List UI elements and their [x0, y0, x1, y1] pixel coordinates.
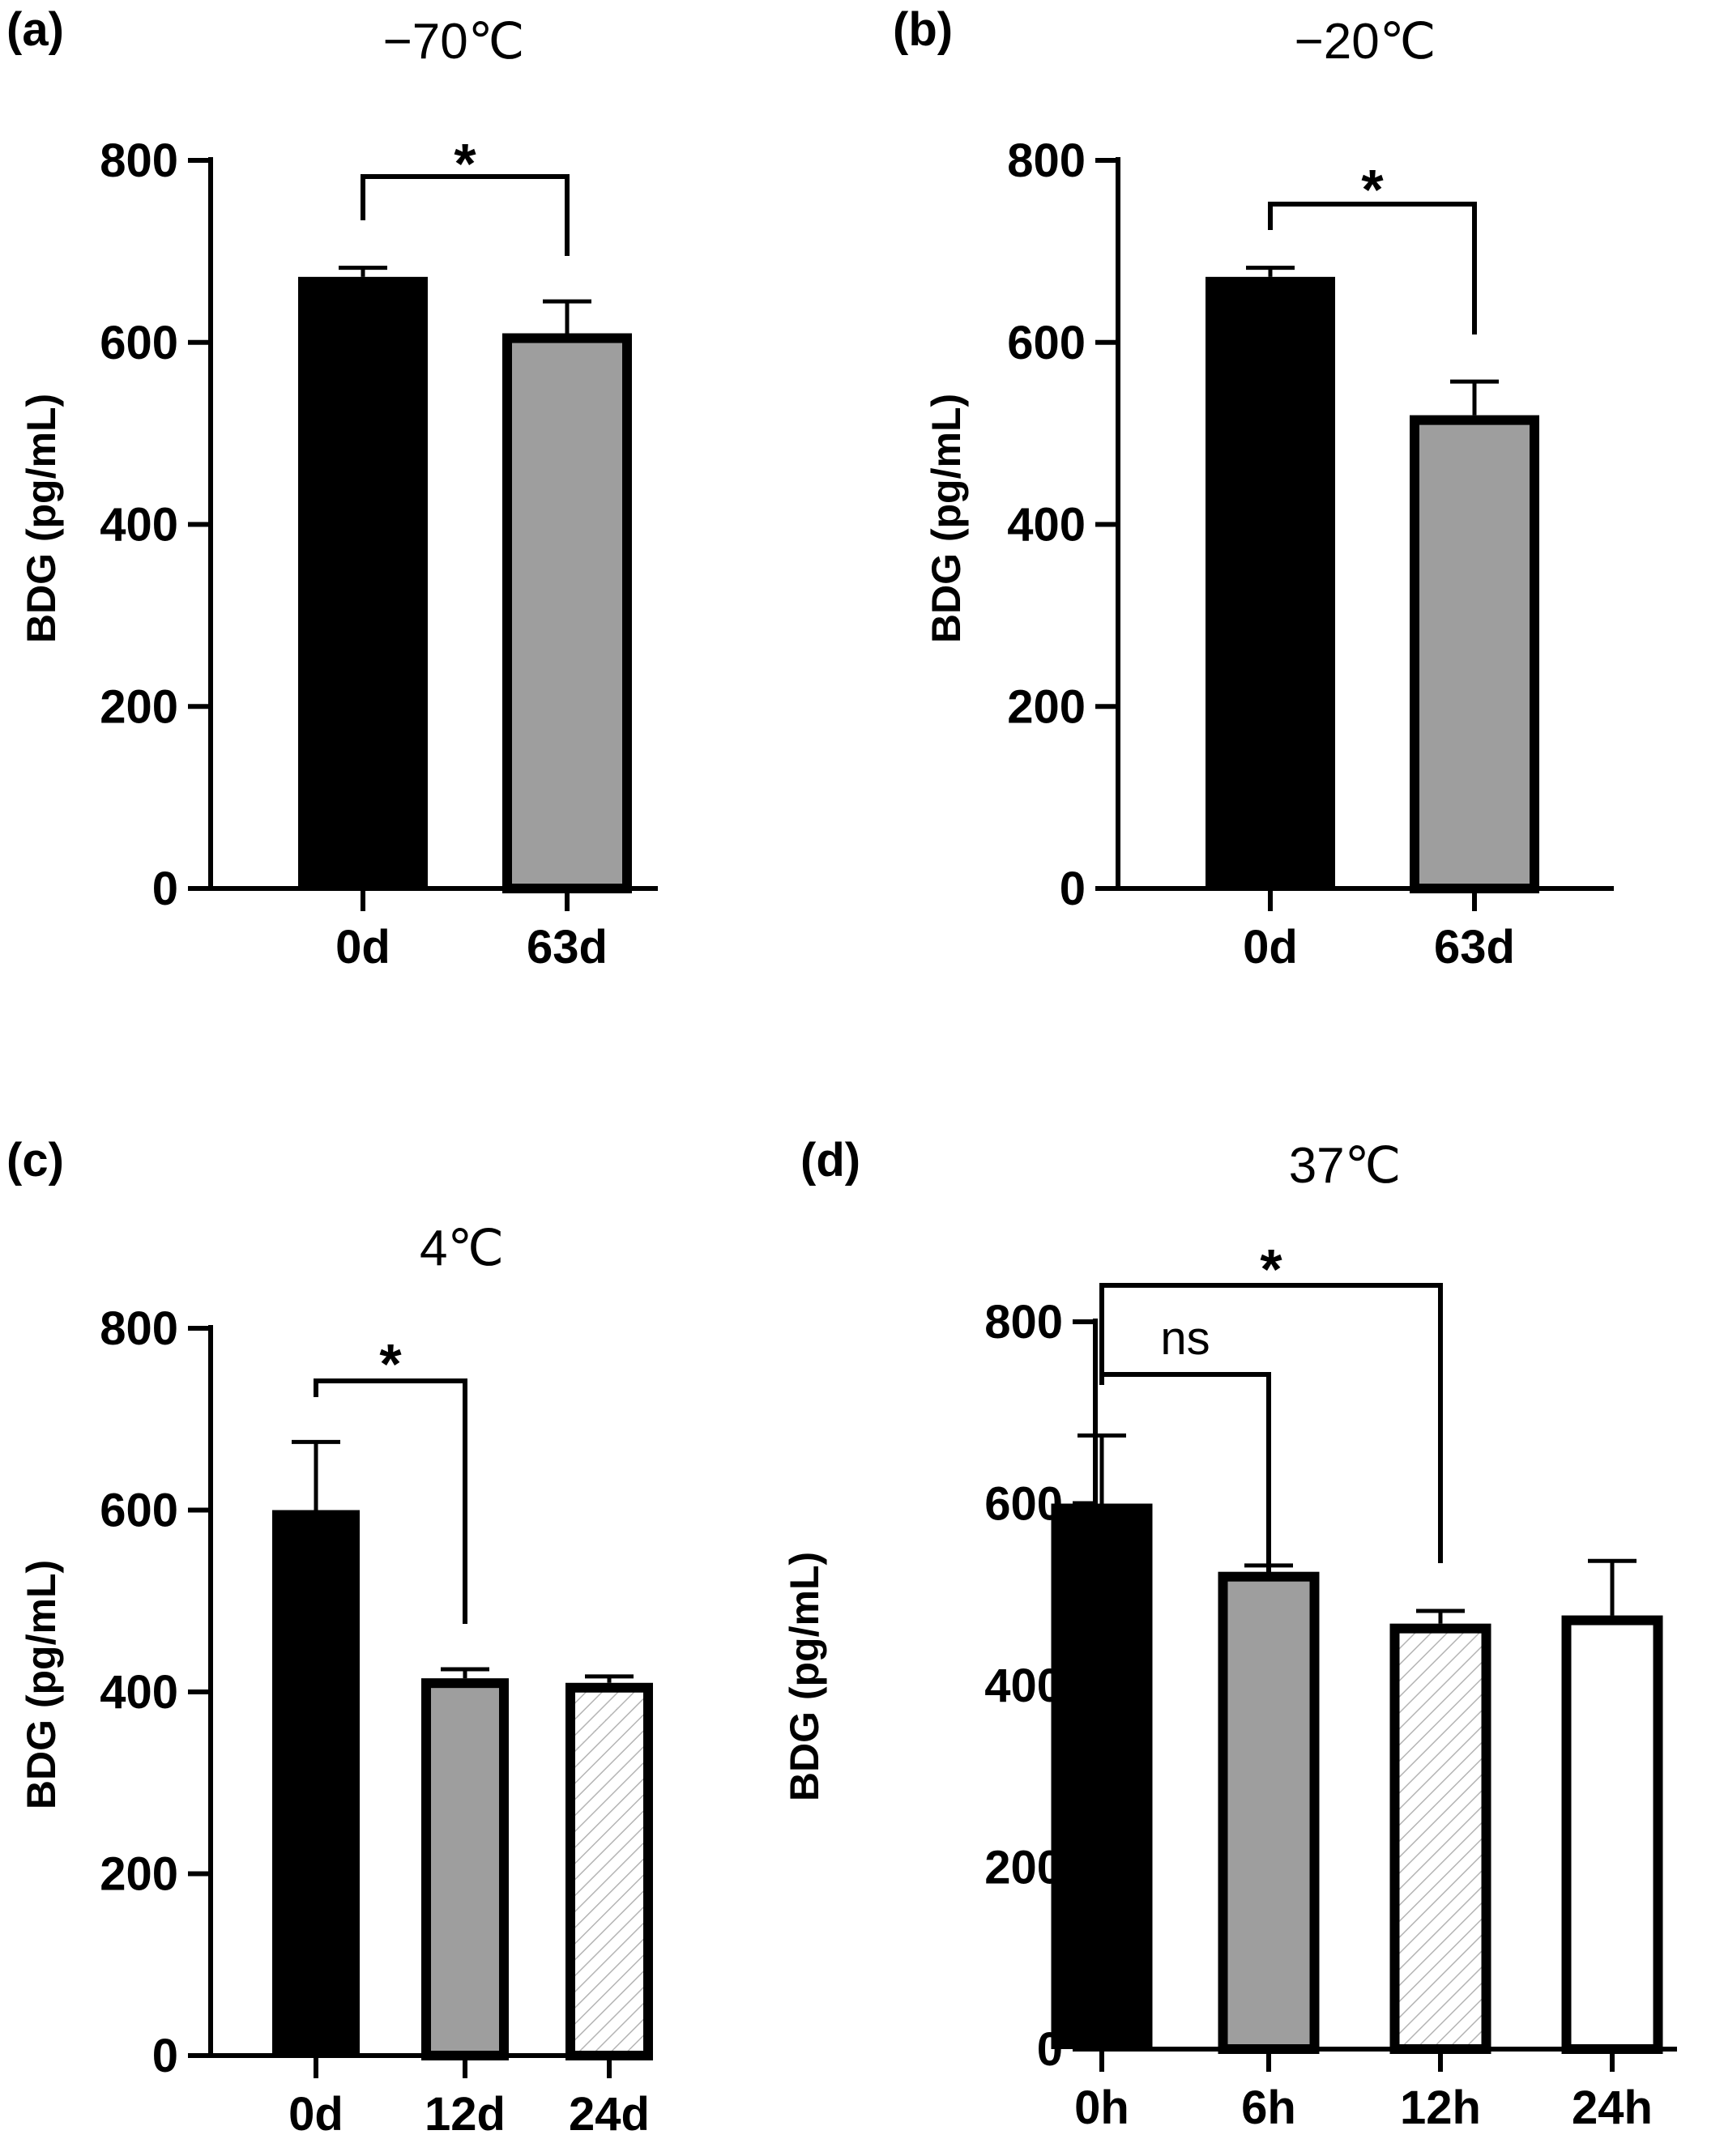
- x-tick-label: 0d: [335, 921, 390, 974]
- y-axis-label: BDG (pg/mL): [782, 1552, 827, 1801]
- y-tick-label: 200: [1007, 680, 1086, 733]
- y-tick-label: 400: [1007, 499, 1086, 552]
- y-tick-label: 400: [984, 1660, 1063, 1712]
- chart-panel-1: (b) −20℃ BDG (pg/mL) 0 200 400 600 800 0d 63d *: [893, 3, 1614, 974]
- significance-bracket: [314, 1378, 467, 1624]
- significance-bracket: [1268, 202, 1477, 334]
- bar-0d: [272, 1510, 360, 2056]
- x-tick-label: 12d: [425, 2088, 506, 2141]
- bar-12h: [1389, 1623, 1491, 2055]
- y-tick-label: 400: [100, 1666, 178, 1719]
- bar-63d: [1410, 415, 1539, 893]
- y-tick-label: 800: [100, 134, 178, 187]
- chart-title: 4℃: [420, 1221, 504, 1276]
- chart-title: −20℃: [1295, 14, 1436, 70]
- significance-bracket: [1099, 1283, 1443, 1563]
- y-tick-label: 400: [100, 499, 178, 552]
- x-tick-label: 6h: [1241, 2081, 1296, 2134]
- panel-letter: (c): [6, 1134, 64, 1187]
- panel-letter: (a): [6, 3, 64, 56]
- significance-label: *: [1361, 158, 1384, 221]
- chart-title: −70℃: [383, 14, 525, 70]
- y-axis-label: BDG (pg/mL): [924, 394, 969, 643]
- chart-panel-0: (a) −70℃ BDG (pg/mL) 0 200 400 600 800 0d 63d *: [6, 3, 658, 974]
- bar-0h: [1051, 1503, 1153, 2049]
- x-tick-label: 12h: [1400, 2081, 1481, 2134]
- chart-panel-2: (c) 4℃ BDG (pg/mL) 0 200 400 600 800 0d 12d 24d *: [6, 1134, 653, 2141]
- panel-letter: (d): [800, 1134, 860, 1187]
- y-tick-label: 200: [100, 1848, 178, 1901]
- bar-63d: [502, 333, 632, 893]
- y-axis-label: BDG (pg/mL): [19, 1560, 64, 1809]
- significance-label: *: [454, 132, 476, 195]
- y-tick-label: 800: [1007, 134, 1086, 187]
- chart-title: 37℃: [1289, 1138, 1402, 1194]
- y-axis-label: BDG (pg/mL): [19, 394, 64, 643]
- y-tick-label: 0: [1060, 863, 1086, 915]
- bar-0d: [298, 276, 428, 889]
- y-tick-label: 600: [1007, 317, 1086, 369]
- bar-0d: [1206, 276, 1335, 889]
- y-tick-label: 600: [100, 1485, 178, 1537]
- x-tick-label: 63d: [527, 921, 608, 974]
- x-tick-label: 24d: [569, 2088, 650, 2141]
- significance-label: *: [379, 1332, 402, 1395]
- bar-24h: [1561, 1615, 1663, 2054]
- significance-label: *: [1260, 1238, 1282, 1301]
- panel-letter: (b): [893, 3, 953, 56]
- x-tick-label: 63d: [1434, 921, 1515, 974]
- significance-label: ns: [1160, 1312, 1210, 1365]
- y-tick-label: 800: [100, 1302, 178, 1355]
- y-tick-label: 0: [152, 2030, 178, 2082]
- y-tick-label: 600: [100, 317, 178, 369]
- x-tick-label: 0d: [288, 2088, 344, 2141]
- x-tick-label: 24h: [1572, 2081, 1653, 2134]
- y-tick-label: 600: [984, 1478, 1063, 1531]
- y-tick-label: 800: [984, 1296, 1063, 1349]
- significance-bracket: [361, 174, 570, 256]
- bar-24d: [565, 1682, 653, 2060]
- x-tick-label: 0h: [1074, 2081, 1129, 2134]
- x-tick-label: 0d: [1243, 921, 1298, 974]
- y-tick-label: 200: [984, 1842, 1063, 1894]
- y-tick-label: 200: [100, 680, 178, 733]
- bar-12d: [421, 1678, 509, 2061]
- y-tick-label: 0: [152, 863, 178, 915]
- bar-6h: [1218, 1571, 1320, 2054]
